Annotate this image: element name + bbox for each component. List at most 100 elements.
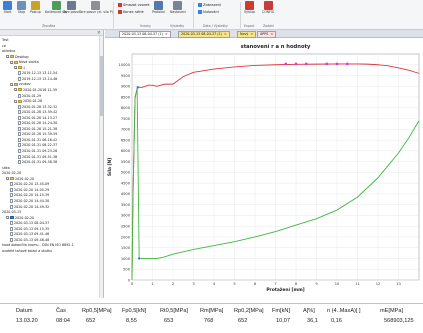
tree-item-label: 2020-03-13 09-15-35 [14, 226, 50, 231]
tree-item[interactable]: 2019-12-13 13-11-54 [18, 71, 57, 76]
tree-item[interactable]: −2020-02-20 [6, 177, 34, 181]
tree-item[interactable]: 2020-01-28 13-32-32 [18, 104, 57, 109]
tree-item[interactable]: 2020-01-28 14-13-27 [18, 115, 57, 120]
tab-apps[interactable]: APPS × [257, 31, 277, 38]
tree-item[interactable]: 2020-01-28 13-59-42 [18, 110, 58, 115]
tree-item-label: 2020-03-13 08-04-37 [14, 221, 50, 226]
tree-item[interactable]: 2020-02-20 14-05-29 [10, 187, 49, 192]
column-header[interactable]: mE[MPa] [380, 308, 404, 314]
close-icon[interactable]: × [96, 30, 101, 36]
tree-item[interactable]: 2020-03-13 09-46-48 [10, 237, 49, 242]
close-icon[interactable]: × [223, 32, 227, 36]
config-button[interactable]: CONFIG [262, 1, 274, 15]
expand-icon[interactable]: − [10, 82, 14, 87]
tree-item[interactable]: 2020-01-31 09-58-38 [18, 160, 58, 165]
tree-item-label: 2020-01-28 13-59-42 [22, 110, 58, 115]
tree-item-label: 2020-01-31 09-51-36 [22, 154, 58, 159]
tree-item[interactable]: ce [2, 44, 6, 48]
expand-icon[interactable]: − [6, 216, 10, 221]
y-tick-label: 5500 [121, 160, 131, 164]
column-header[interactable]: Rp0,2[MPa] [234, 308, 264, 314]
column-header[interactable]: Rp0,5[MPa] [82, 308, 112, 314]
x-tick-label: 13 [396, 282, 401, 286]
tree-item[interactable]: −2020-01-28 [14, 99, 42, 103]
tree-item[interactable]: 2019-12-13 13-14-48 [18, 76, 57, 81]
expand-icon[interactable]: − [10, 60, 14, 65]
y-tick-label: 2000 [121, 235, 131, 239]
tree-item[interactable]: 2020-01-29 [18, 93, 41, 98]
tree-item[interactable]: 2020-01-31 09-51-36 [18, 154, 58, 159]
column-header[interactable]: n (4..MaxA)[ ] [327, 308, 361, 314]
tab-new[interactable]: Nový × [237, 31, 257, 38]
protocol-button[interactable]: Protokol [152, 1, 165, 15]
tree-item[interactable]: Test [2, 38, 9, 42]
tree-item[interactable]: −1 [14, 66, 25, 70]
tree-item-label: 2020-01-31 09-58-38 [22, 160, 58, 165]
expand-icon[interactable]: − [14, 66, 18, 71]
end-series-button[interactable]: Konec série [118, 10, 144, 14]
expand-icon[interactable]: − [6, 177, 10, 182]
tree-item[interactable]: 2020-01-28 15-39-59 [18, 132, 57, 137]
tree-item[interactable]: 2020-02-20 [2, 171, 21, 175]
tree-item-label: 2020-03-13 09-41-46 [14, 232, 50, 237]
expand-icon[interactable]: − [6, 55, 10, 60]
close-icon[interactable]: × [164, 32, 168, 36]
tab-document-2[interactable]: 2020-03-13 08-04-37 (1) × [178, 31, 230, 38]
tree-item[interactable]: − Nová složka [10, 60, 39, 64]
tree-item[interactable]: ohledna [2, 49, 15, 53]
tree-item[interactable]: hood dokončila kromu - ČSN EN ISO 6892-1 [2, 243, 74, 247]
tree-item[interactable]: 2020-03-13 09-15-35 [10, 226, 50, 231]
tree-item-label: sítka [2, 165, 10, 170]
tree-item[interactable]: ovatelé tahové kolaci a skutku [2, 249, 52, 253]
close-icon[interactable]: × [250, 32, 254, 36]
column-header[interactable]: Fp0,5[kN] [122, 308, 147, 314]
stop-button[interactable]: Stop [17, 1, 26, 15]
gear-icon [173, 1, 183, 10]
column-header[interactable]: Rm[MPa] [200, 308, 224, 314]
tree-item[interactable]: 2020-03-13 09-41-46 [10, 232, 50, 237]
file-icon [18, 121, 21, 126]
close-icon[interactable]: × [270, 32, 274, 36]
tare-force-button[interactable]: Tare posun (ei. síla P) [79, 1, 113, 15]
tare-position-button[interactable]: Tare posun [63, 1, 80, 15]
scrollbar-thumb[interactable] [100, 56, 103, 116]
column-header[interactable]: Datum [16, 308, 33, 314]
x-tick-label: 8 [295, 282, 298, 286]
tree-item[interactable]: sítka [2, 166, 10, 170]
tree-item[interactable]: 2020-01-28 14-24-30 [18, 121, 57, 126]
tree-item[interactable]: 2020-01-31 09-23-28 [18, 149, 57, 153]
column-header[interactable]: Čas [56, 308, 66, 314]
column-header[interactable]: Fm[kN] [272, 308, 291, 314]
reset-button[interactable]: Nulování [198, 10, 219, 14]
tree-item[interactable]: 2020-01-31 08-16-42 [18, 137, 57, 142]
tree-item[interactable]: 2020-01-28 15-21-38 [18, 126, 57, 131]
tree-item[interactable]: 2020-02-20 14-15-39 [10, 193, 49, 198]
column-header[interactable]: A[%] [303, 308, 315, 314]
tree-item[interactable]: 2020-02-20 14-49-32 [10, 204, 49, 209]
export-button[interactable]: Výstup [244, 1, 255, 15]
tree-item[interactable]: 2020-02-20 13-45-09 [10, 182, 49, 187]
tree-item[interactable]: − zvukov [10, 82, 31, 86]
tree-item[interactable]: −2020-01-2016 12-39 [14, 88, 57, 92]
expand-icon[interactable]: − [14, 99, 18, 104]
tab-document-1[interactable]: 2020-03-13 08-04-37 (1) × [119, 31, 171, 38]
view-button[interactable]: Zobrazení [198, 3, 221, 7]
tree-scrollbar[interactable] [99, 36, 103, 298]
tree-item[interactable]: 2020-03-13 08-04-37 [10, 221, 50, 226]
tree-item[interactable]: 2020-03-13 [2, 210, 21, 214]
start-button[interactable]: Start [3, 1, 12, 15]
settings-button[interactable]: Nastavení [170, 1, 186, 15]
data-point-marker [284, 62, 287, 66]
tree-item[interactable]: 2020-01-31 08-22-37 [18, 143, 57, 148]
tree-item[interactable]: −2020-02-20 [6, 216, 34, 220]
expand-icon[interactable]: − [14, 88, 18, 93]
file-icon [10, 204, 13, 209]
postup-button[interactable]: Postup [30, 1, 41, 15]
column-header[interactable]: Rt0,5[MPa] [160, 308, 188, 314]
tree-item[interactable]: 2020-02-20 14-44-30 [10, 198, 49, 203]
calibrate-button[interactable]: Kalibrovat síly [45, 1, 67, 15]
tree-item-label: ovatelé tahové kolaci a skutku [2, 248, 53, 253]
table-cell: 08:04 [56, 318, 70, 324]
delete-sample-button[interactable]: Smazat vzorek [118, 3, 150, 7]
tree-item[interactable]: − Desktop [6, 55, 29, 59]
